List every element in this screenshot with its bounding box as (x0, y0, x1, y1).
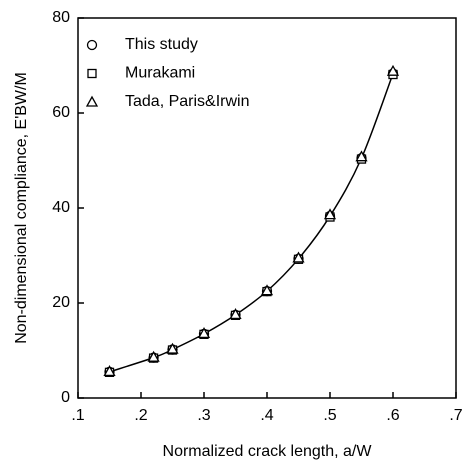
data-point (386, 64, 400, 76)
data-point (355, 150, 368, 162)
data-point (103, 365, 116, 377)
legend-marker (85, 95, 99, 107)
x-tick-label: .6 (386, 407, 399, 424)
x-tick-label: .7 (449, 407, 462, 424)
data-point (260, 284, 274, 296)
data-point (197, 327, 211, 339)
x-tick-label: .2 (134, 407, 147, 424)
y-tick-label: 40 (52, 199, 70, 216)
y-tick-label: 20 (52, 294, 70, 311)
fit-curve (109, 73, 394, 373)
y-tick-label: 80 (52, 9, 70, 26)
x-tick-label: .5 (323, 407, 336, 424)
legend-marker (86, 39, 98, 51)
legend-marker (87, 68, 97, 79)
data-point (229, 308, 242, 320)
x-axis-label: Normalized crack length, a/W (163, 443, 373, 460)
legend-label: This study (125, 36, 198, 53)
data-point (323, 208, 337, 220)
legend-label: Tada, Paris&Irwin (125, 93, 250, 110)
x-tick-label: .1 (71, 407, 84, 424)
legend-label: Murakami (125, 65, 195, 82)
y-tick-label: 0 (61, 389, 70, 406)
y-tick-label: 60 (52, 104, 70, 121)
x-tick-label: .3 (197, 407, 210, 424)
data-point (147, 350, 160, 362)
x-tick-label: .4 (260, 407, 273, 424)
data-point (166, 342, 179, 354)
y-axis-label: Non-dimensional compliance, E'BW/M (13, 72, 30, 344)
data-point (292, 251, 305, 263)
